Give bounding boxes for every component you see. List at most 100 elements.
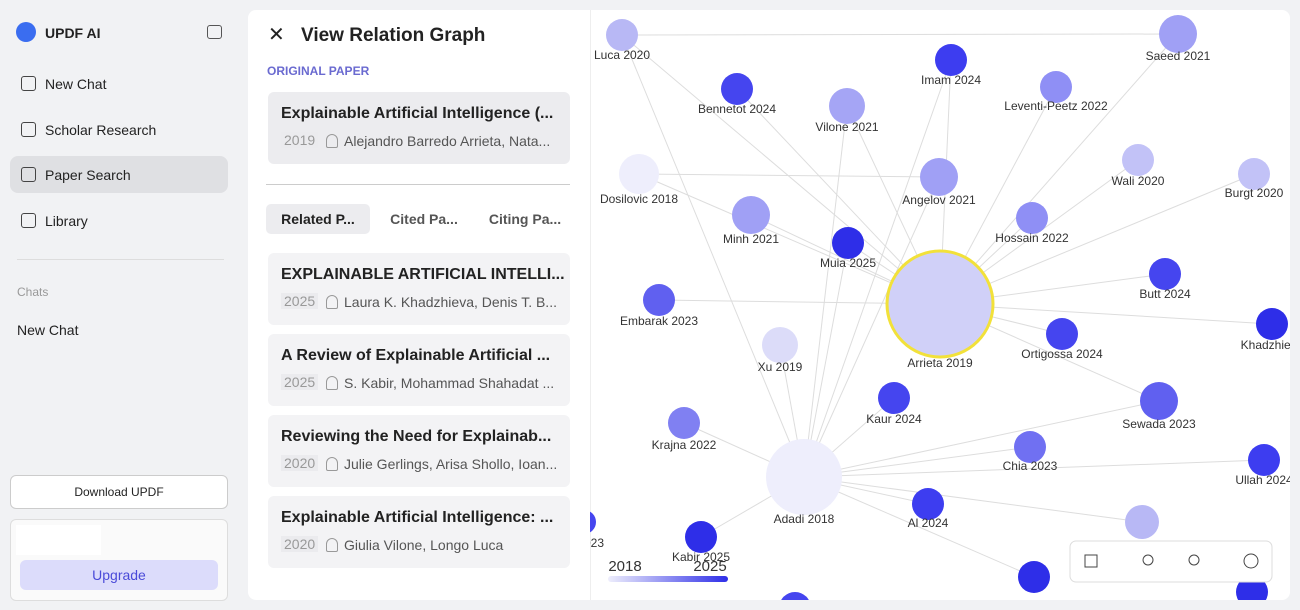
relation-graph: Luca 2020 Saeed 2021 Imam 2024 Bennetot 202… bbox=[590, 10, 1290, 600]
collapse-button[interactable] bbox=[207, 25, 222, 39]
nav-item[interactable]: New Chat bbox=[10, 65, 228, 102]
paper-year: 2025 bbox=[281, 374, 319, 390]
node[interactable] bbox=[935, 44, 967, 76]
node[interactable] bbox=[1122, 144, 1154, 176]
paper-authors: Laura K. Khadzhieva, Denis T. B... bbox=[344, 294, 557, 310]
node[interactable] bbox=[1256, 308, 1288, 340]
paper-title: A Review of Explainable Artificial ... bbox=[281, 347, 551, 364]
node[interactable] bbox=[829, 88, 865, 124]
node[interactable] bbox=[1238, 158, 1270, 190]
node[interactable] bbox=[685, 521, 717, 553]
help-button[interactable] bbox=[1243, 553, 1259, 569]
node[interactable] bbox=[721, 73, 753, 105]
node[interactable] bbox=[832, 227, 864, 259]
node-label: Kaur 2024 bbox=[866, 412, 922, 426]
node-label: Khadzhieva bbox=[1241, 338, 1290, 352]
node-label: Burgt 2020 bbox=[1225, 186, 1284, 200]
section-label: ORIGINAL PAPER bbox=[267, 64, 370, 78]
download-button[interactable]: Download UPDF bbox=[10, 475, 228, 509]
paper-card[interactable]: Reviewing the Need for Explainab... 2020 J… bbox=[268, 415, 570, 487]
node[interactable] bbox=[762, 327, 798, 363]
paper-year: 2020 bbox=[281, 455, 319, 471]
logo bbox=[16, 22, 36, 42]
node-label: Al 2024 bbox=[908, 516, 949, 530]
close-button[interactable]: ✕ bbox=[268, 24, 285, 46]
node-label: Kabir 2025 bbox=[672, 550, 730, 564]
nav-label: Scholar Research bbox=[45, 121, 157, 138]
panel-title: View Relation Graph bbox=[301, 25, 486, 46]
tab[interactable]: Related P... bbox=[266, 204, 370, 234]
nav-item[interactable]: Scholar Research bbox=[10, 111, 228, 148]
edge bbox=[803, 105, 848, 478]
node-label: Chia 2023 bbox=[1003, 459, 1058, 473]
node-label: Leventi-Peetz 2022 bbox=[1004, 99, 1108, 113]
zoom-in-button[interactable] bbox=[1142, 554, 1154, 566]
node bbox=[781, 592, 809, 600]
node-label: Sewada 2023 bbox=[1122, 417, 1196, 431]
node[interactable] bbox=[606, 19, 638, 51]
avatar-area bbox=[16, 525, 101, 555]
node[interactable] bbox=[885, 249, 995, 359]
node[interactable] bbox=[920, 158, 958, 196]
node[interactable] bbox=[590, 510, 596, 534]
paper-authors: Julie Gerlings, Arisa Shollo, Ioan... bbox=[344, 456, 558, 472]
node[interactable] bbox=[732, 196, 770, 234]
zoom-out-button[interactable] bbox=[1188, 554, 1200, 566]
edge bbox=[638, 173, 940, 178]
node-label: Muia 2025 bbox=[820, 256, 876, 270]
original-paper[interactable]: Explainable Artificial Intelligence (...… bbox=[268, 92, 570, 164]
node bbox=[1125, 505, 1159, 539]
node[interactable] bbox=[878, 382, 910, 414]
divider bbox=[17, 259, 224, 260]
chat-item[interactable]: New Chat bbox=[17, 322, 79, 338]
node-label: Arrieta 2019 bbox=[907, 356, 973, 370]
node-label: Vilone 2021 bbox=[815, 120, 878, 134]
edge bbox=[803, 59, 952, 478]
node-label: Embarak 2023 bbox=[620, 314, 698, 328]
node[interactable] bbox=[1248, 444, 1280, 476]
upgrade-button[interactable]: Upgrade bbox=[20, 560, 218, 590]
upgrade-label: Upgrade bbox=[92, 567, 146, 583]
nav-item[interactable]: Library bbox=[10, 202, 228, 239]
node[interactable] bbox=[912, 488, 944, 520]
node[interactable] bbox=[668, 407, 700, 439]
paper-title: EXPLAINABLE ARTIFICIAL INTELLI... bbox=[281, 266, 565, 283]
node[interactable] bbox=[1014, 431, 1046, 463]
node-label: Butt 2024 bbox=[1139, 287, 1191, 301]
node-label: Minh 2021 bbox=[723, 232, 779, 246]
paper-card[interactable]: Explainable Artificial Intelligence: ...… bbox=[268, 496, 570, 568]
node-label: Imam 2024 bbox=[921, 73, 981, 87]
node[interactable] bbox=[1159, 15, 1197, 53]
paper-authors: Alejandro Barredo Arrieta, Nata... bbox=[344, 133, 551, 149]
download-label: Download UPDF bbox=[74, 485, 164, 499]
edge bbox=[621, 34, 941, 305]
node-label: 023 bbox=[590, 536, 604, 550]
paper-card[interactable]: A Review of Explainable Artificial ... 20… bbox=[268, 334, 570, 406]
node[interactable] bbox=[1040, 71, 1072, 103]
tab[interactable]: Cited Pa... bbox=[390, 211, 458, 227]
node-label: Hossain 2022 bbox=[995, 231, 1069, 245]
node[interactable] bbox=[619, 154, 659, 194]
node-label: Ortigossa 2024 bbox=[1021, 347, 1103, 361]
legend-bar bbox=[608, 576, 728, 582]
edge bbox=[621, 33, 1179, 36]
legend-label: 2018 bbox=[608, 558, 641, 575]
tab[interactable]: Citing Pa... bbox=[488, 211, 562, 227]
paper-year: 2020 bbox=[281, 536, 319, 552]
edge bbox=[939, 33, 1179, 305]
node[interactable] bbox=[1149, 258, 1181, 290]
paper-title: Explainable Artificial Intelligence: ... bbox=[281, 509, 554, 526]
nav-item[interactable]: Paper Search bbox=[10, 156, 228, 193]
node[interactable] bbox=[1046, 318, 1078, 350]
fit-button[interactable] bbox=[1084, 554, 1098, 568]
node[interactable] bbox=[1016, 202, 1048, 234]
paper-card[interactable]: EXPLAINABLE ARTIFICIAL INTELLI... 2025 Lau… bbox=[268, 253, 570, 325]
node-label: Luca 2020 bbox=[594, 48, 650, 62]
node-label: Saeed 2021 bbox=[1146, 49, 1211, 63]
node[interactable] bbox=[1140, 382, 1178, 420]
node[interactable] bbox=[766, 439, 842, 515]
node-label: Xu 2019 bbox=[758, 360, 803, 374]
paper-year: 2019 bbox=[281, 132, 319, 148]
node[interactable] bbox=[643, 284, 675, 316]
edge bbox=[638, 173, 941, 305]
